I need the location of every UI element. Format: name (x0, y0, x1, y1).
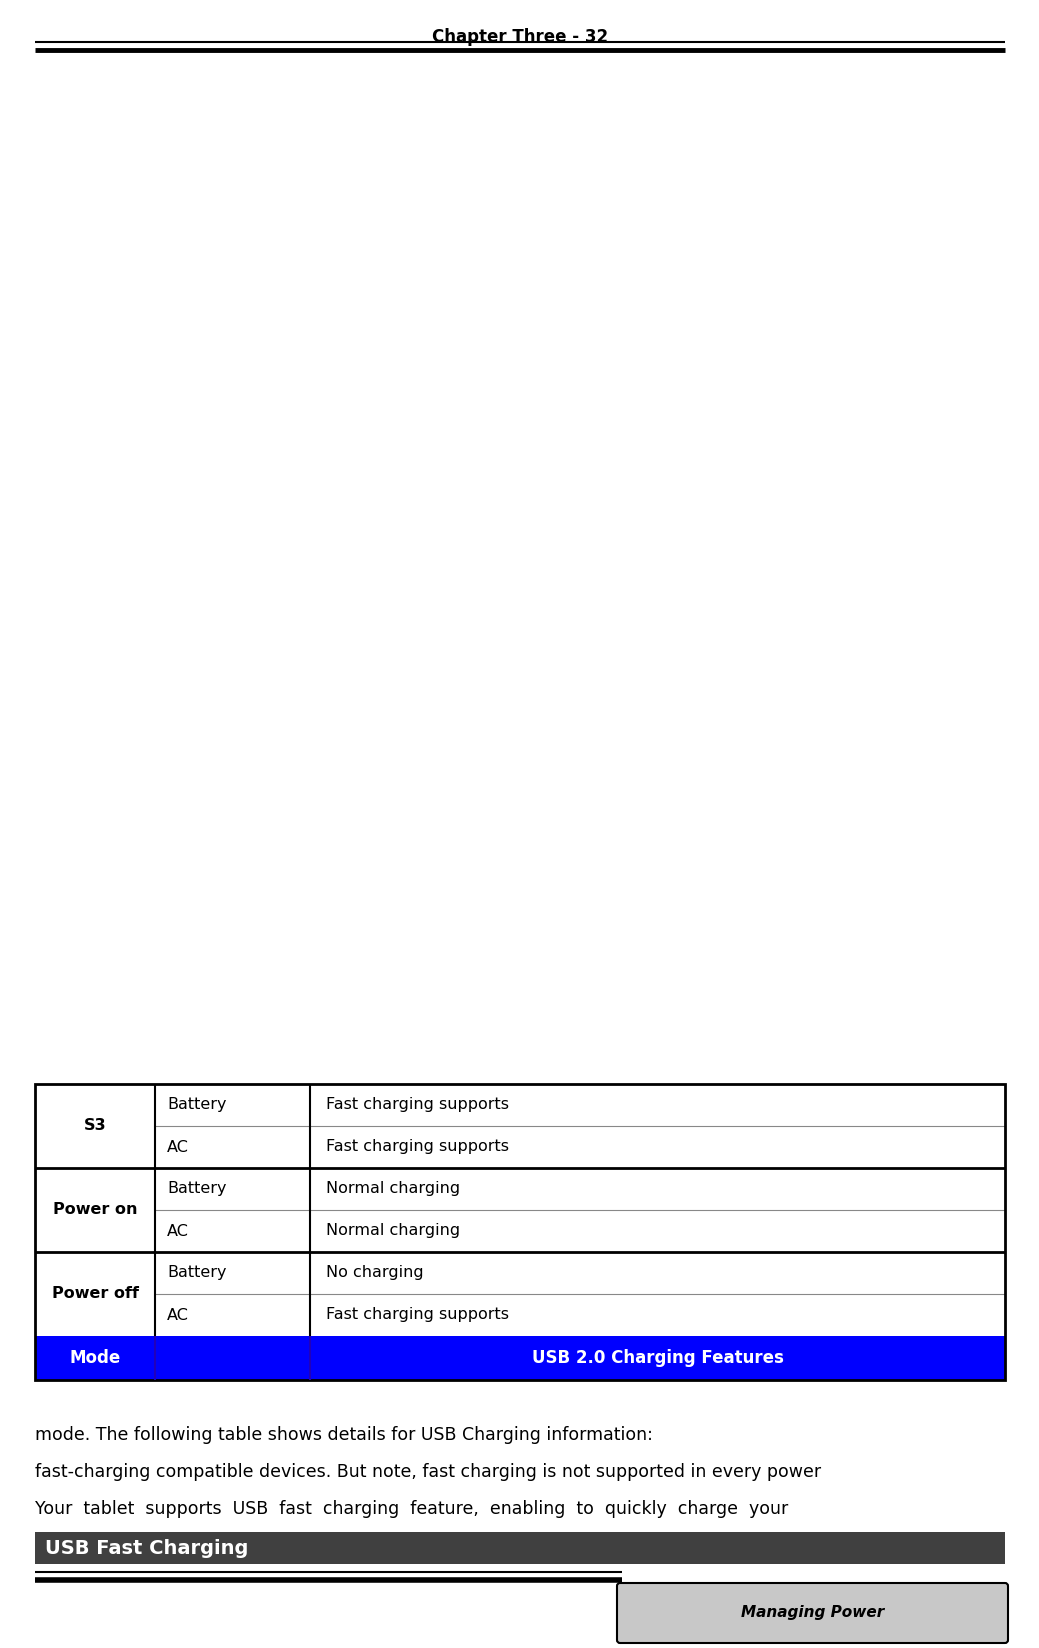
Text: fast-charging compatible devices. But note, fast charging is not supported in ev: fast-charging compatible devices. But no… (35, 1463, 821, 1482)
Text: Battery: Battery (167, 1266, 227, 1280)
Text: Fast charging supports: Fast charging supports (326, 1139, 509, 1155)
Text: mode. The following table shows details for USB Charging information:: mode. The following table shows details … (35, 1426, 652, 1444)
Text: No charging: No charging (326, 1266, 424, 1280)
Bar (35, 1084, 1005, 1379)
Text: S3: S3 (84, 1119, 106, 1134)
Text: Battery: Battery (167, 1182, 227, 1196)
Text: AC: AC (167, 1223, 189, 1239)
Text: Power off: Power off (52, 1287, 138, 1302)
Text: Battery: Battery (167, 1098, 227, 1112)
Text: Power on: Power on (53, 1203, 137, 1218)
Text: Mode: Mode (70, 1350, 121, 1366)
Bar (35, 1337, 1005, 1379)
Text: Normal charging: Normal charging (326, 1182, 460, 1196)
Text: Fast charging supports: Fast charging supports (326, 1307, 509, 1322)
Text: Chapter Three - 32: Chapter Three - 32 (432, 28, 608, 46)
Text: USB 2.0 Charging Features: USB 2.0 Charging Features (532, 1350, 783, 1366)
Text: Fast charging supports: Fast charging supports (326, 1098, 509, 1112)
Text: AC: AC (167, 1307, 189, 1322)
Text: Managing Power: Managing Power (741, 1605, 884, 1620)
Bar (35, 1084, 1005, 1337)
Text: AC: AC (167, 1139, 189, 1155)
FancyBboxPatch shape (617, 1584, 1008, 1643)
Text: USB Fast Charging: USB Fast Charging (45, 1539, 248, 1557)
Bar (35, 1533, 1005, 1564)
Text: Your  tablet  supports  USB  fast  charging  feature,  enabling  to  quickly  ch: Your tablet supports USB fast charging f… (35, 1500, 789, 1518)
Text: Normal charging: Normal charging (326, 1223, 460, 1239)
